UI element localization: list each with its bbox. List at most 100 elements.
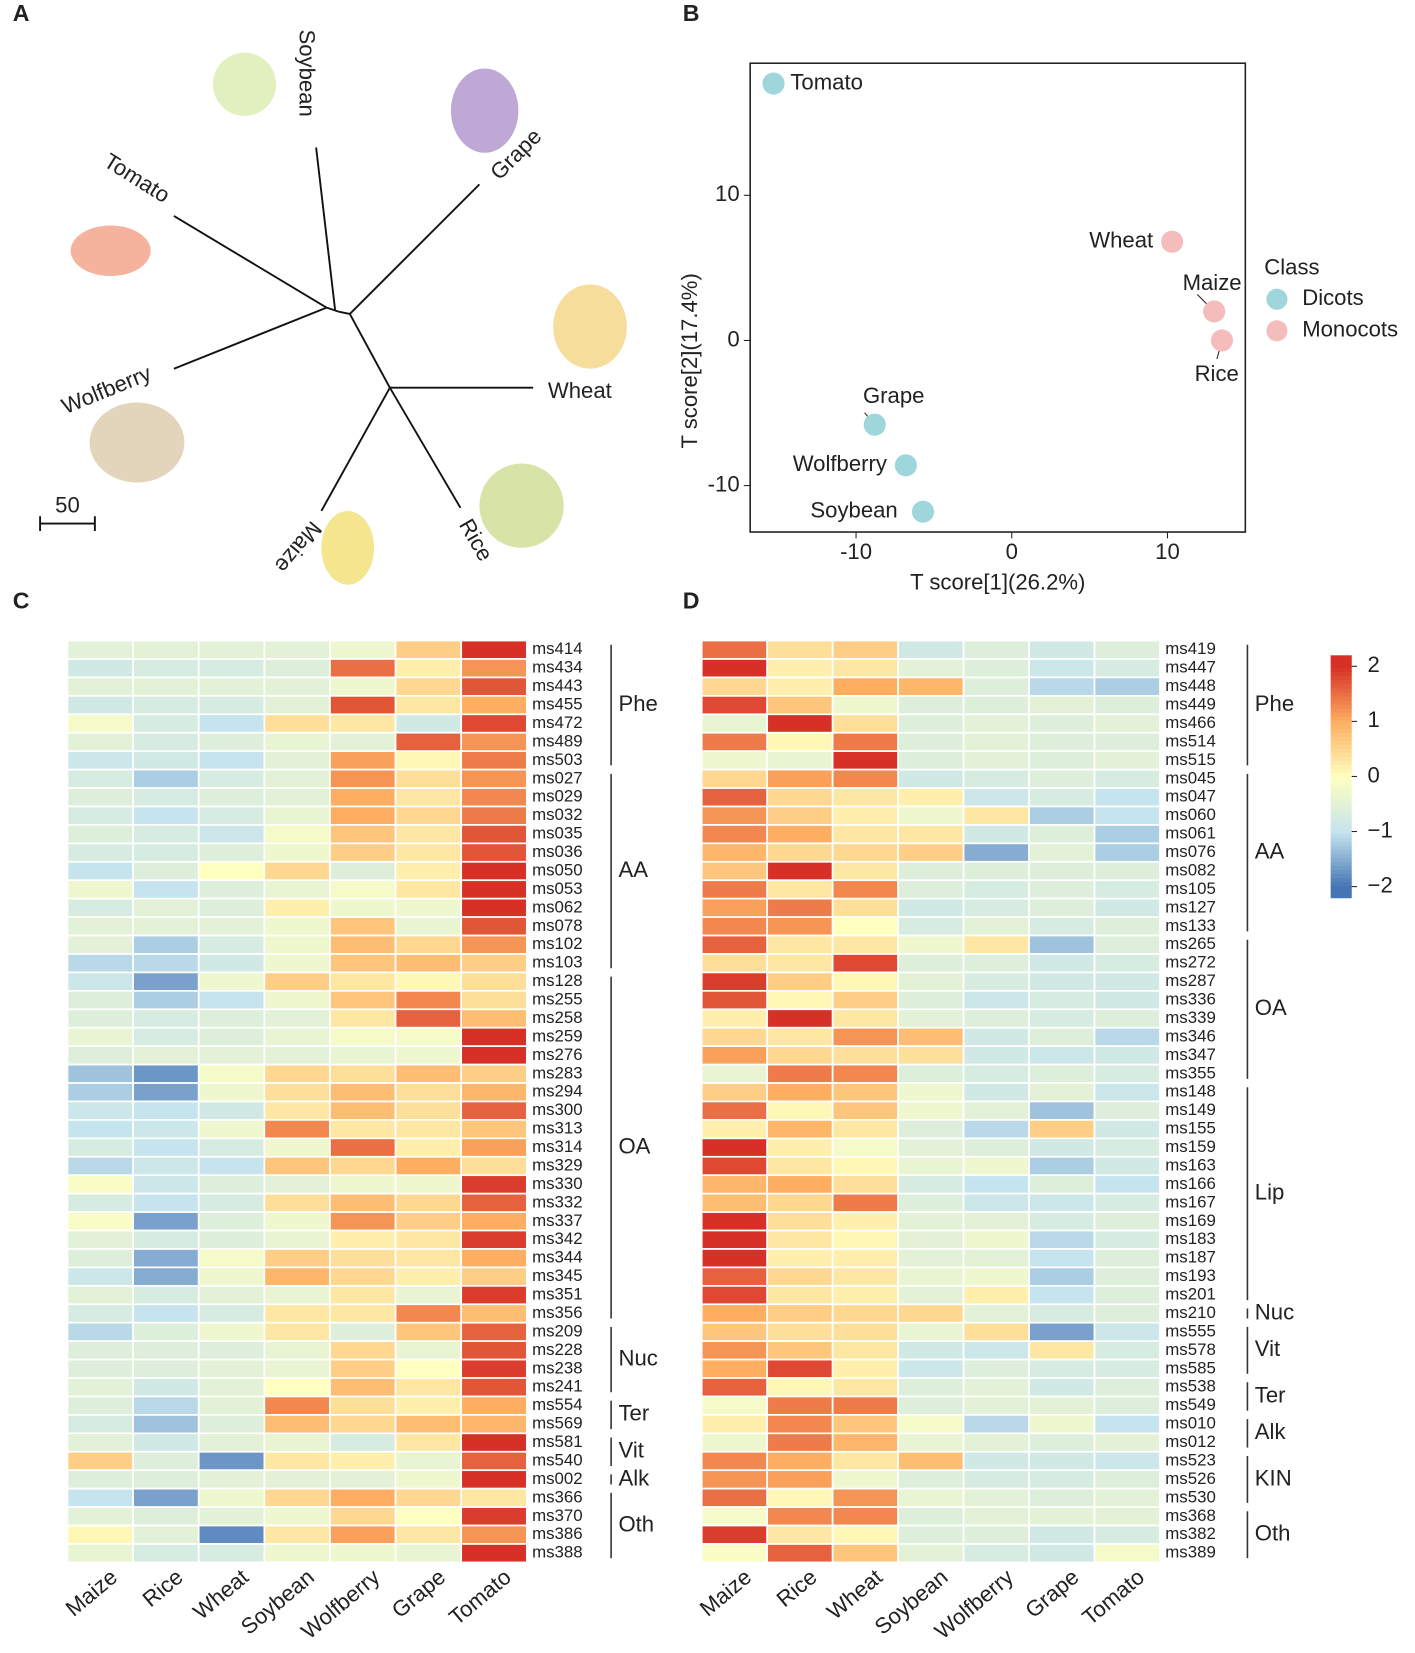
row-label: ms449	[1165, 695, 1216, 714]
heat-cell	[460, 1414, 528, 1435]
heat-cell	[962, 750, 1030, 771]
heat-cell	[700, 1414, 769, 1435]
heat-cell	[700, 1395, 769, 1416]
heat-cell	[66, 1266, 134, 1287]
heat-cell	[766, 971, 834, 992]
heat-cell	[132, 1284, 200, 1306]
heat-cell	[132, 1248, 200, 1269]
colorbar-strip	[1330, 695, 1352, 701]
heat-cell	[962, 1063, 1030, 1084]
heat-cell	[831, 768, 899, 789]
heat-cell	[460, 1266, 528, 1287]
heat-cell	[66, 1377, 134, 1398]
heat-cell	[132, 1377, 200, 1398]
heat-cell	[1093, 787, 1161, 808]
heat-cell	[766, 897, 834, 918]
heat-cell	[329, 860, 397, 882]
heat-cell	[66, 658, 134, 679]
heat-cell	[460, 639, 528, 660]
heat-cell	[1093, 1137, 1161, 1158]
heat-cell	[329, 731, 397, 753]
heat-cell	[66, 805, 134, 826]
heat-cell	[1093, 713, 1161, 734]
heat-cell	[460, 842, 528, 863]
heat-cell	[897, 1450, 965, 1472]
heat-cell	[197, 1377, 266, 1398]
heat-cell	[394, 1119, 463, 1140]
heat-cell	[1028, 695, 1096, 716]
heat-cell	[1093, 1450, 1161, 1472]
heat-cell	[66, 1119, 134, 1140]
heat-cell	[897, 860, 965, 882]
heat-cell	[197, 731, 266, 753]
row-label: ms339	[1165, 1008, 1216, 1027]
heat-cell	[831, 1211, 899, 1232]
heat-cell	[329, 971, 397, 992]
heat-cell	[197, 1248, 266, 1269]
row-label: ms578	[1165, 1340, 1216, 1359]
column-label: Maize	[695, 1564, 756, 1621]
heat-cell	[66, 1174, 134, 1195]
heat-cell	[831, 1487, 899, 1508]
group-label: OA	[1255, 995, 1287, 1020]
heat-cell	[1028, 1543, 1096, 1564]
row-label: ms368	[1165, 1506, 1216, 1525]
heat-cell	[700, 971, 769, 992]
heat-cell	[263, 1119, 331, 1140]
heat-cell	[831, 1026, 899, 1048]
heat-cell	[460, 768, 528, 789]
heat-cell	[1093, 1211, 1161, 1232]
heat-cell	[700, 860, 769, 882]
heat-cell	[263, 953, 331, 974]
heat-cell	[263, 1358, 331, 1379]
heat-cell	[66, 1487, 134, 1508]
heat-cell	[394, 1266, 463, 1287]
heat-cell	[460, 916, 528, 937]
heat-cell	[197, 713, 266, 734]
heat-cell	[394, 658, 463, 679]
heat-cell	[897, 1119, 965, 1140]
heat-cell	[329, 658, 397, 679]
heat-cell	[394, 731, 463, 753]
heat-cell	[1093, 971, 1161, 992]
point	[863, 413, 886, 436]
colorbar-strip	[1330, 679, 1352, 685]
heat-cell	[197, 805, 266, 826]
heat-cell	[831, 750, 899, 771]
heat-cell	[394, 713, 463, 734]
point-label: Rice	[1195, 361, 1239, 386]
heat-cell	[962, 676, 1030, 697]
heat-cell	[394, 1321, 463, 1342]
heat-cell	[766, 805, 834, 826]
heat-cell	[1093, 1340, 1161, 1361]
heat-cell	[766, 860, 834, 882]
colorbar-tick-label: 0	[1368, 762, 1380, 787]
heat-cell	[394, 1414, 463, 1435]
heat-cell	[700, 658, 769, 679]
heat-cell	[66, 1303, 134, 1324]
heat-cell	[329, 1524, 397, 1545]
heat-cell	[700, 1432, 769, 1453]
heat-cell	[962, 1377, 1030, 1398]
heat-cell	[831, 1100, 899, 1121]
heat-cell	[831, 1543, 899, 1564]
heat-cell	[66, 1469, 134, 1490]
group-label: OA	[618, 1133, 650, 1158]
heat-cell	[766, 824, 834, 845]
heat-cell	[1028, 953, 1096, 974]
group-label: Phe	[1255, 691, 1294, 716]
heat-cell	[766, 731, 834, 753]
heat-cell	[831, 1174, 899, 1195]
heat-cell	[394, 1026, 463, 1048]
heat-cell	[897, 750, 965, 771]
row-label: ms455	[532, 695, 583, 714]
colorbar-strip	[1330, 800, 1352, 806]
heat-cell	[831, 897, 899, 918]
heat-cell	[1093, 658, 1161, 679]
row-label: ms102	[532, 934, 583, 953]
heat-cell	[197, 1469, 266, 1490]
x-tick-label: 0	[1006, 539, 1018, 564]
heat-cell	[394, 1432, 463, 1453]
heat-cell	[197, 824, 266, 845]
heat-cell	[197, 1450, 266, 1472]
